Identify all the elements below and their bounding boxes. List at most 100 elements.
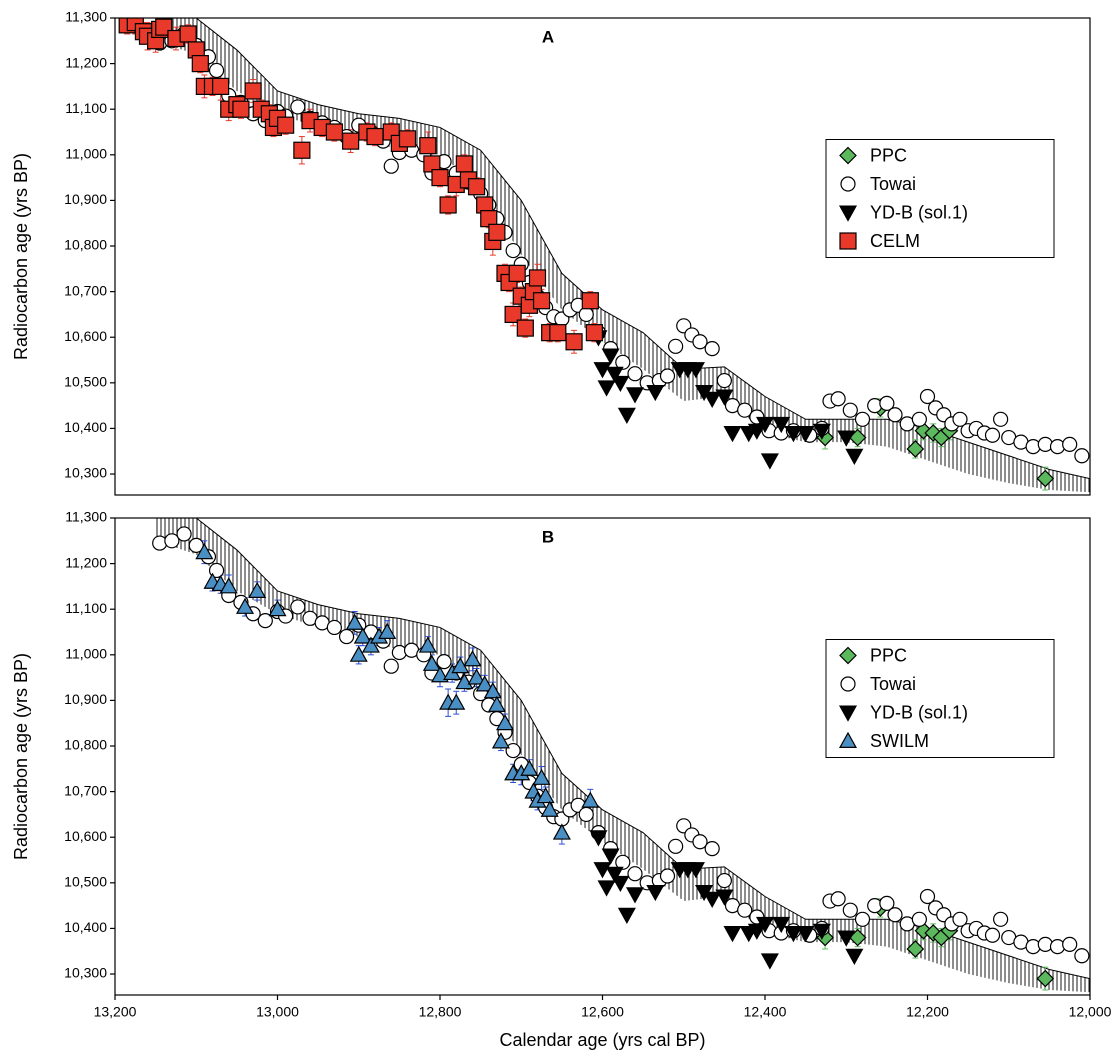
point: [338, 628, 355, 645]
plot-area: [152, 518, 1090, 993]
point: [219, 577, 238, 594]
point: [383, 158, 399, 174]
y-tick-label: 11,300: [65, 509, 107, 525]
point: [430, 666, 450, 683]
legend-marker: [840, 176, 856, 192]
point: [589, 830, 608, 847]
point: [747, 423, 766, 440]
point: [837, 430, 856, 447]
point: [659, 868, 676, 884]
legend-marker: [838, 205, 858, 222]
point: [984, 427, 1001, 443]
point: [1062, 436, 1078, 452]
y-tick-label: 10,900: [64, 691, 107, 707]
legend-box: [825, 139, 1055, 258]
y-tick-label: 10,700: [64, 282, 107, 298]
point: [208, 62, 225, 79]
point: [611, 375, 630, 393]
point: [760, 953, 779, 970]
y-tick-label: 11,100: [65, 100, 107, 116]
point: [919, 388, 936, 405]
y-tick-label: 10,600: [64, 328, 107, 344]
legend-label: SWILM: [870, 731, 929, 751]
point: [447, 693, 466, 710]
point: [755, 916, 775, 934]
point: [467, 178, 486, 196]
point: [581, 791, 600, 808]
point: [879, 395, 895, 411]
legend-marker: [840, 676, 856, 692]
point: [906, 440, 925, 458]
point: [152, 535, 168, 551]
point: [593, 862, 612, 879]
x-tick-label: 13,200: [94, 1004, 137, 1020]
y-tick-label: 10,400: [64, 419, 107, 435]
point: [601, 848, 620, 865]
point: [540, 800, 559, 817]
point: [1025, 439, 1041, 455]
point: [398, 130, 417, 148]
point: [772, 416, 791, 434]
point: [692, 334, 708, 350]
point: [325, 123, 343, 141]
point: [581, 292, 599, 310]
point: [716, 372, 732, 389]
point: [854, 411, 871, 427]
point: [366, 127, 384, 146]
point: [549, 324, 567, 342]
point: [463, 650, 482, 667]
point: [528, 269, 547, 287]
point: [646, 384, 665, 402]
point: [455, 155, 473, 173]
point: [436, 654, 452, 670]
point: [578, 806, 594, 823]
point: [686, 362, 705, 379]
y-tick-label: 10,300: [64, 465, 107, 481]
point: [845, 448, 864, 466]
y-tick-label: 10,500: [64, 374, 107, 390]
point: [179, 25, 197, 43]
point: [919, 888, 936, 905]
y-tick-label: 11,200: [65, 54, 107, 70]
point: [692, 834, 708, 850]
point: [845, 948, 864, 966]
point: [505, 242, 521, 259]
point: [625, 887, 645, 904]
point: [1037, 436, 1053, 452]
point: [867, 398, 883, 414]
point: [1074, 448, 1090, 464]
point: [475, 675, 494, 692]
y-tick-label: 11,300: [65, 9, 107, 25]
point: [495, 713, 515, 731]
point: [1049, 939, 1066, 955]
y-tick-label: 10,900: [64, 191, 107, 207]
point: [737, 402, 753, 418]
point: [993, 411, 1009, 427]
point: [737, 902, 753, 918]
point: [248, 581, 267, 598]
legend-label: Towai: [870, 174, 916, 194]
point: [984, 927, 1001, 943]
point: [422, 654, 441, 671]
legend-label: Towai: [870, 674, 916, 694]
point: [552, 823, 571, 840]
point: [1036, 469, 1055, 488]
point: [597, 880, 616, 897]
point: [326, 619, 342, 636]
point: [488, 223, 506, 241]
point: [491, 732, 510, 749]
y-tick-label: 11,100: [65, 600, 107, 616]
point: [232, 100, 250, 118]
point: [585, 324, 603, 342]
point: [615, 354, 631, 370]
point: [597, 380, 616, 397]
point: [605, 366, 624, 383]
point: [723, 925, 742, 943]
point: [1025, 939, 1041, 955]
y-tick-label: 10,400: [64, 919, 107, 935]
point: [164, 533, 180, 549]
y-tick-label: 11,200: [65, 554, 107, 570]
y-tick-label: 11,000: [65, 646, 107, 662]
point: [268, 599, 287, 617]
point: [467, 668, 486, 685]
